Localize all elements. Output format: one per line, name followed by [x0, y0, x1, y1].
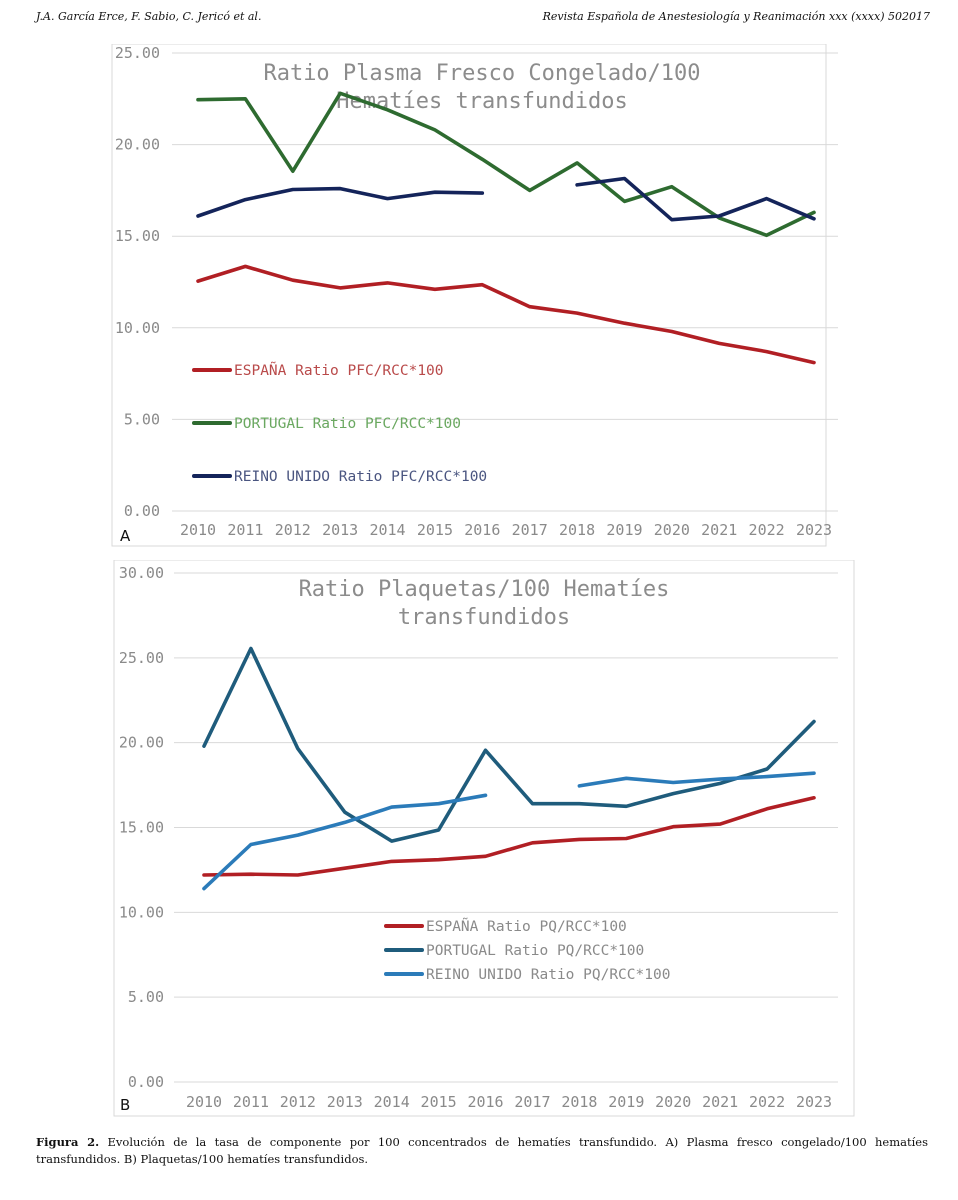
legend-label-espana-ratio-pfc-rcc-100: ESPAÑA Ratio PFC/RCC*100 [234, 362, 444, 379]
x-tick-label: 2020 [655, 1093, 691, 1111]
legend-label-reino-unido-ratio-pq-rcc-100: REINO UNIDO Ratio PQ/RCC*100 [426, 967, 670, 983]
x-tick-label: 2018 [561, 1093, 597, 1111]
series-line-portugal-ratio-pq-rcc-100 [202, 646, 816, 843]
x-tick-label: 2023 [796, 1093, 832, 1111]
x-tick-label: 2021 [701, 521, 737, 539]
legend-label-espana-ratio-pq-rcc-100: ESPAÑA Ratio PQ/RCC*100 [426, 918, 627, 935]
y-tick-label: 20.00 [115, 136, 160, 154]
series-line-reino-unido-ratio-pfc-rcc-100 [575, 176, 816, 222]
x-tick-label: 2014 [369, 521, 405, 539]
x-tick-label: 2018 [559, 521, 595, 539]
x-tick-label: 2022 [749, 1093, 785, 1111]
chart-title: Ratio Plasma Fresco Congelado/100 [263, 61, 700, 86]
y-tick-label: 0.00 [124, 502, 160, 520]
x-tick-label: 2017 [512, 521, 548, 539]
x-tick-label: 2011 [227, 521, 263, 539]
y-tick-label: 5.00 [124, 410, 160, 428]
legend-label-portugal-ratio-pq-rcc-100: PORTUGAL Ratio PQ/RCC*100 [426, 943, 644, 959]
x-tick-label: 2020 [654, 521, 690, 539]
x-tick-label: 2013 [322, 521, 358, 539]
series-line-reino-unido-ratio-pfc-rcc-100 [196, 186, 485, 218]
running-header-authors: J.A. García Erce, F. Sabio, C. Jericó et… [36, 10, 262, 23]
chart-title: transfundidos [398, 605, 570, 630]
y-tick-label: 15.00 [119, 819, 164, 837]
x-tick-label: 2015 [421, 1093, 457, 1111]
series-line-reino-unido-ratio-pq-rcc-100 [577, 771, 816, 788]
chart-b-platelet-ratio: 0.00 5.00 10.00 15.00 20.00 25.00 30.00 2010 201… [113, 560, 855, 1117]
series-line-espana-ratio-pfc-rcc-100 [196, 264, 816, 365]
x-tick-label: 2016 [464, 521, 500, 539]
y-tick-label: 0.00 [128, 1073, 164, 1091]
chart-frame [113, 560, 855, 1117]
x-tick-label: 2014 [374, 1093, 410, 1111]
y-tick-label: 15.00 [115, 227, 160, 245]
y-tick-label: 10.00 [115, 319, 160, 337]
series-line-reino-unido-ratio-pq-rcc-100 [202, 793, 488, 891]
x-tick-label: 2016 [467, 1093, 503, 1111]
x-tick-label: 2012 [275, 521, 311, 539]
caption-text: Evolución de la tasa de componente por 1… [36, 1135, 928, 1166]
x-tick-label: 2011 [233, 1093, 269, 1111]
chart-frame [111, 44, 827, 547]
y-tick-label: 25.00 [115, 44, 160, 62]
x-tick-label: 2017 [514, 1093, 550, 1111]
x-tick-label: 2019 [606, 521, 642, 539]
chart-title: Hematíes transfundidos [336, 89, 627, 114]
y-tick-label: 25.00 [119, 649, 164, 667]
x-tick-label: 2010 [186, 1093, 222, 1111]
y-tick-label: 10.00 [119, 903, 164, 921]
chart-title: Ratio Plaquetas/100 Hematíes [299, 577, 670, 602]
running-header-journal: Revista Española de Anestesiología y Rea… [542, 10, 930, 23]
x-tick-label: 2015 [417, 521, 453, 539]
x-tick-label: 2019 [608, 1093, 644, 1111]
series-line-portugal-ratio-pfc-rcc-100 [196, 91, 816, 238]
caption-label: Figura 2. [36, 1135, 100, 1149]
x-tick-label: 2023 [796, 521, 832, 539]
legend-label-portugal-ratio-pfc-rcc-100: PORTUGAL Ratio PFC/RCC*100 [234, 416, 461, 432]
y-tick-label: 20.00 [119, 734, 164, 752]
chart-a-plasma-ratio: 0.00 5.00 10.00 15.00 20.00 25.00 2010 2011 2012… [111, 44, 838, 547]
figure-caption: Figura 2. Evolución de la tasa de compon… [36, 1134, 928, 1167]
y-tick-label: 30.00 [119, 564, 164, 582]
x-tick-label: 2013 [327, 1093, 363, 1111]
series-line-espana-ratio-pq-rcc-100 [202, 796, 816, 877]
panel-label: B [120, 1096, 130, 1114]
y-tick-label: 5.00 [128, 988, 164, 1006]
x-tick-label: 2021 [702, 1093, 738, 1111]
x-tick-label: 2010 [180, 521, 216, 539]
legend-label-reino-unido-ratio-pfc-rcc-100: REINO UNIDO Ratio PFC/RCC*100 [234, 469, 487, 485]
x-tick-label: 2012 [280, 1093, 316, 1111]
x-tick-label: 2022 [749, 521, 785, 539]
panel-label: A [120, 527, 131, 545]
